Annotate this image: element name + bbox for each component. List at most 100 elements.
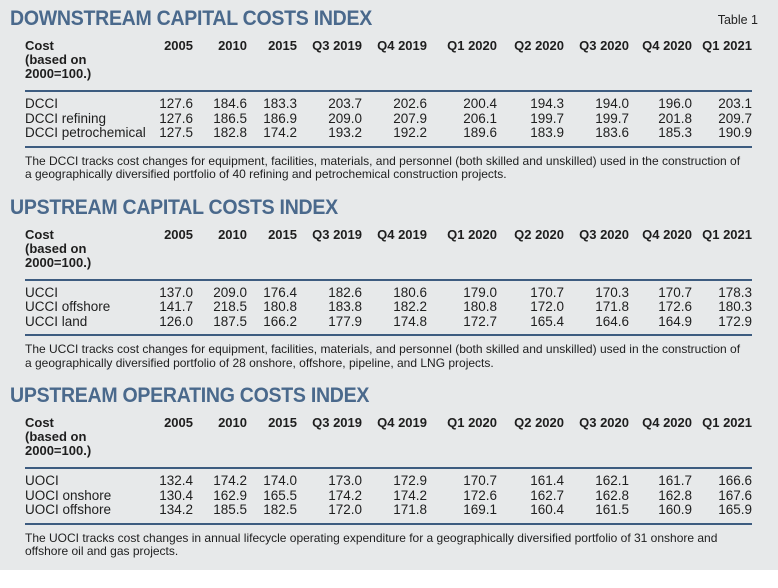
table-header: Cost (based on 2000=100.) 2005 2010 2015 Q3 …	[25, 416, 752, 468]
column-header: Q3 2020	[579, 226, 629, 242]
table-row: UOCI onshore 130.4 162.9 165.5 174.2 174.2 172…	[25, 487, 752, 504]
cell-value: 174.2	[328, 487, 362, 503]
column-header: Q1 2021	[702, 226, 752, 242]
cell-value: 194.0	[595, 96, 629, 111]
cell-value: 172.6	[463, 487, 497, 503]
cell-value: 171.8	[393, 502, 427, 517]
cell-value: 166.2	[263, 313, 297, 329]
cell-value: 185.5	[213, 502, 247, 517]
row-label: UOCI onshore	[25, 487, 112, 503]
table-row: DCCI 127.6 184.6 183.3 203.7 202.6 200.4 194.3 1…	[25, 91, 752, 112]
cell-value: 182.5	[263, 502, 297, 517]
cell-value: 172.0	[530, 299, 564, 314]
column-header: 2015	[268, 38, 297, 53]
cell-value: 165.4	[530, 313, 564, 329]
cell-value: 172.7	[463, 313, 497, 329]
column-header: 2010	[218, 38, 247, 53]
column-header: Q1 2021	[702, 415, 752, 430]
index-table: Cost (based on 2000=100.) 2005 2010 2015 Q3 …	[25, 416, 752, 525]
column-header: Q4 2020	[642, 38, 692, 53]
cell-value: 180.8	[263, 299, 297, 314]
header-row: Cost (based on 2000=100.) 2005 2010 2015 Q3 …	[25, 39, 752, 91]
section-footnote: The DCCI tracks cost changes for equipme…	[25, 153, 741, 181]
cell-value: 160.9	[658, 502, 692, 517]
cell-value: 172.9	[718, 313, 752, 329]
table-row: DCCI refining 127.6 186.5 186.9 209.0 207.9 20…	[25, 110, 752, 127]
cell-value: 164.6	[595, 313, 629, 329]
cell-value: 187.5	[213, 313, 247, 329]
row-label: UOCI	[25, 473, 59, 488]
cell-value: 209.7	[718, 110, 752, 126]
cell-value: 174.2	[263, 125, 297, 140]
section-footnote: The UOCI tracks cost changes in annual l…	[25, 530, 718, 558]
cell-value: 182.2	[393, 299, 427, 314]
table-row: UCCI offshore 141.7 218.5 180.8 183.8 182.2 18…	[25, 299, 752, 315]
cell-value: 199.7	[595, 110, 629, 126]
table-row: DCCI petrochemical 127.5 182.8 174.2 193.2 19…	[25, 125, 752, 147]
cell-value: 178.3	[718, 284, 752, 300]
row-label: DCCI petrochemical	[25, 125, 146, 140]
cell-value: 172.9	[393, 473, 427, 488]
cell-value: 164.9	[658, 313, 692, 329]
cell-value: 127.6	[159, 110, 193, 126]
cell-value: 174.2	[213, 473, 247, 488]
cell-value: 218.5	[213, 299, 247, 314]
cell-value: 170.3	[595, 284, 629, 300]
cell-value: 166.6	[718, 473, 752, 488]
table-body: UCCI 137.0 209.0 176.4 182.6 180.6 179.0 170.7 1…	[25, 279, 752, 336]
column-header: Q2 2020	[514, 38, 564, 53]
column-header: Q2 2020	[514, 226, 564, 242]
cell-value: 209.0	[328, 110, 362, 126]
row-label: UCCI	[25, 284, 58, 300]
cell-value: 192.2	[393, 125, 427, 140]
table-number-label: Table 1	[717, 13, 758, 27]
column-header: 2005	[164, 226, 193, 242]
cell-value: 183.8	[328, 299, 362, 314]
index-table: Cost (based on 2000=100.) 2005 2010 2015 Q3 …	[25, 39, 752, 148]
cell-value: 165.5	[263, 487, 297, 503]
column-header: Q1 2020	[447, 226, 497, 242]
column-header: 2010	[218, 415, 247, 430]
cell-value: 190.9	[718, 125, 752, 140]
cell-value: 161.4	[530, 473, 564, 488]
row-label: UCCI land	[25, 313, 88, 329]
table-body: DCCI 127.6 184.6 183.3 203.7 202.6 200.4 194.3 1…	[25, 91, 752, 147]
cell-value: 162.8	[658, 487, 692, 503]
cell-value: 199.7	[530, 110, 564, 126]
cell-value: 126.0	[159, 313, 193, 329]
cell-value: 183.3	[263, 96, 297, 111]
row-label: UCCI offshore	[25, 299, 111, 314]
cell-value: 174.0	[263, 473, 297, 488]
column-header: 2005	[164, 38, 193, 53]
column-header: Q3 2020	[579, 415, 629, 430]
cell-value: 200.4	[463, 96, 497, 111]
cell-value: 162.1	[595, 473, 629, 488]
cell-value: 180.3	[718, 299, 752, 314]
row-label: DCCI	[25, 96, 58, 111]
index-section: DOWNSTREAM CAPITAL COSTS INDEX Cost (base…	[0, 8, 778, 182]
table-body: UOCI 132.4 174.2 174.0 173.0 172.9 170.7 161.4 1…	[25, 468, 752, 524]
cell-value: 173.0	[328, 473, 362, 488]
cost-column-header: Cost (based on 2000=100.)	[25, 38, 92, 81]
cell-value: 183.6	[595, 125, 629, 140]
column-header: Q3 2020	[579, 38, 629, 53]
cell-value: 185.3	[658, 125, 692, 140]
cost-column-header: Cost (based on 2000=100.)	[25, 226, 92, 270]
cell-value: 186.5	[213, 110, 247, 126]
table-row: UCCI land 126.0 187.5 166.2 177.9 174.8 172.7 1…	[25, 313, 752, 336]
section-title: UPSTREAM OPERATING COSTS INDEX	[10, 384, 370, 407]
cell-value: 180.6	[393, 284, 427, 300]
column-header: 2015	[268, 415, 297, 430]
cell-value: 170.7	[463, 473, 497, 488]
cell-value: 179.0	[463, 284, 497, 300]
cell-value: 183.9	[530, 125, 564, 140]
cell-value: 177.9	[328, 313, 362, 329]
cell-value: 207.9	[393, 110, 427, 126]
cell-value: 127.5	[159, 125, 193, 140]
section-title: UPSTREAM CAPITAL COSTS INDEX	[10, 195, 338, 219]
index-sections-container: DOWNSTREAM CAPITAL COSTS INDEX Cost (base…	[0, 8, 778, 559]
cell-value: 172.0	[328, 502, 362, 517]
cell-value: 184.6	[213, 96, 247, 111]
cell-value: 162.8	[595, 487, 629, 503]
column-header: Q4 2019	[377, 226, 427, 242]
